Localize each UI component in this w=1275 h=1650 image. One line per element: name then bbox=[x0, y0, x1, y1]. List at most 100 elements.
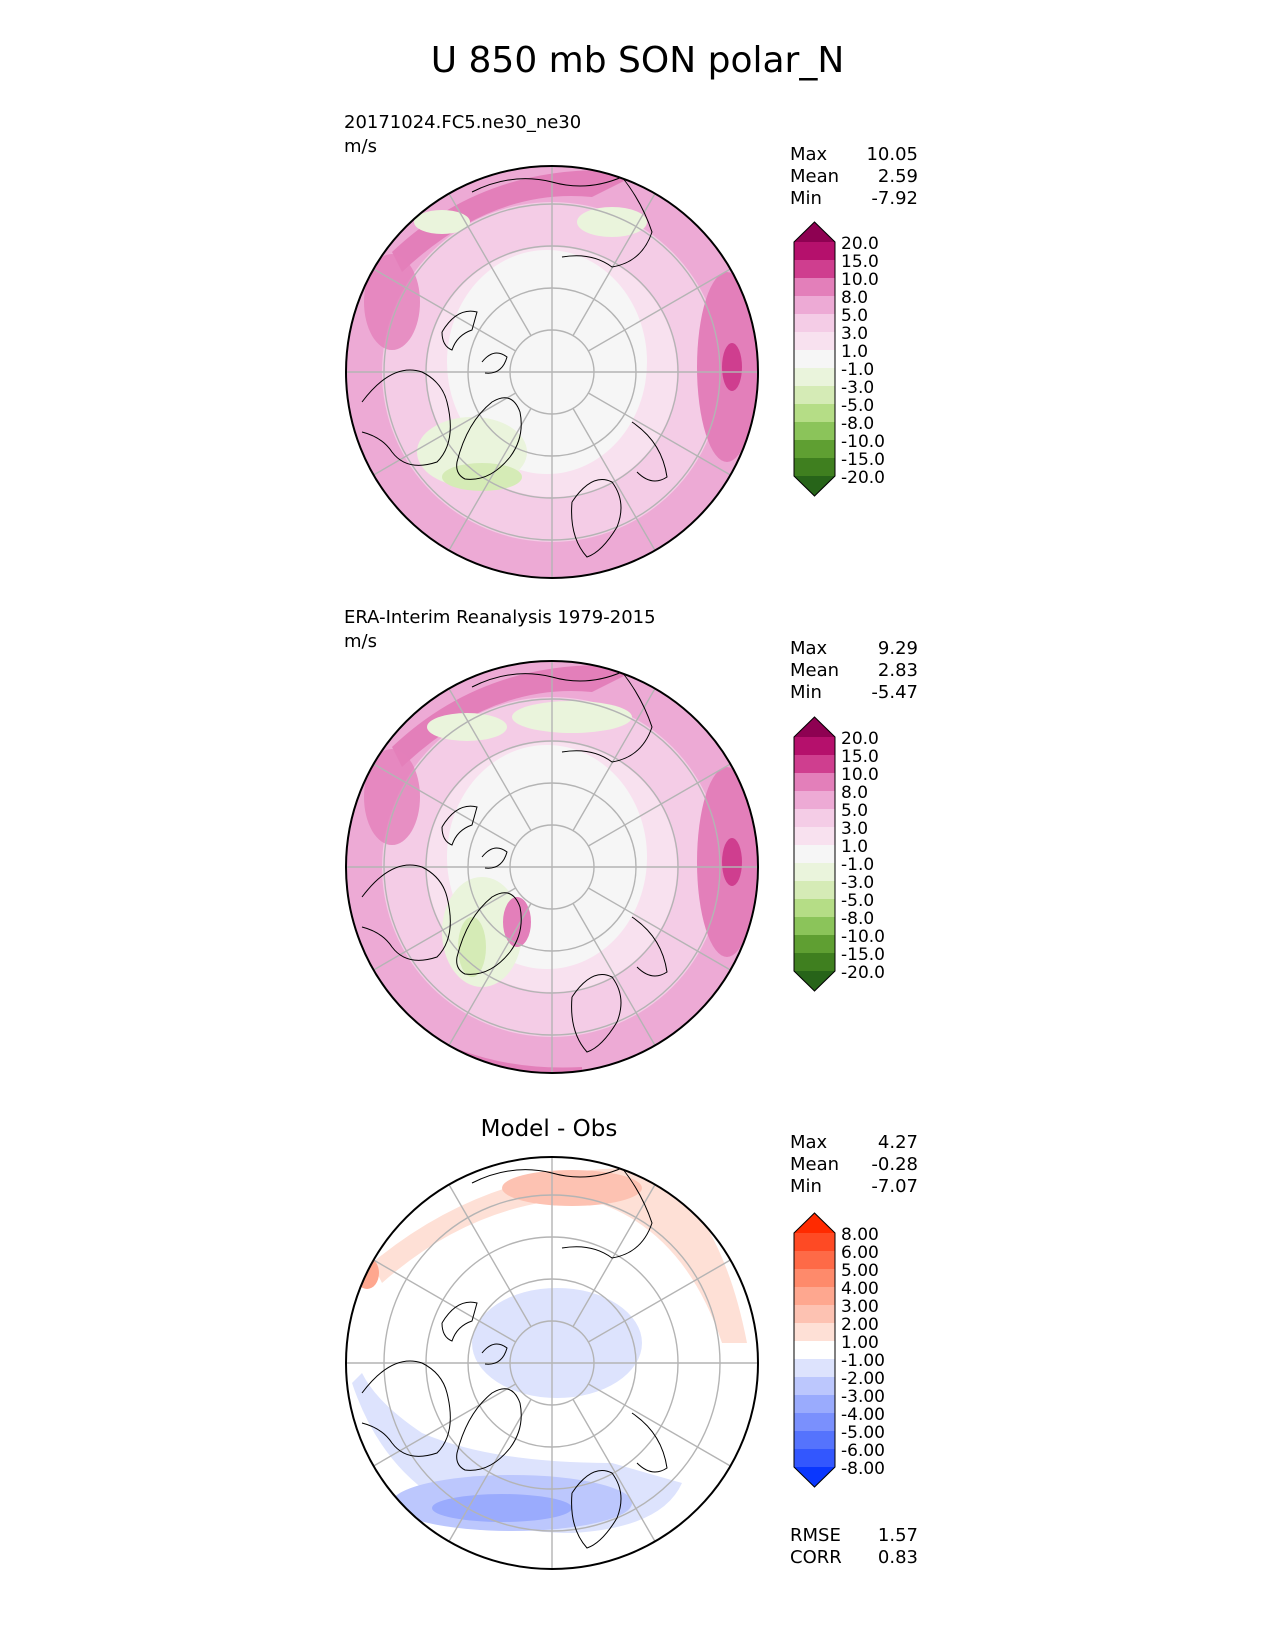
diff-neg-arctic bbox=[472, 1288, 642, 1398]
colorbar-segment bbox=[794, 314, 835, 332]
colorbar-outline bbox=[793, 221, 836, 497]
stat-value: -5.47 bbox=[871, 682, 918, 703]
colorbar-tick-label: -2.00 bbox=[841, 1369, 885, 1389]
colorbar-extend-max bbox=[794, 717, 835, 737]
coastline-scandinavia bbox=[571, 974, 622, 1053]
colorbar-tick-label: -8.0 bbox=[841, 909, 874, 929]
neg-greenland-core bbox=[458, 917, 486, 977]
meridian-line bbox=[588, 763, 731, 847]
colorbar-tick-label: 2.00 bbox=[841, 1315, 879, 1335]
colorbar-tick-label: -8.0 bbox=[841, 414, 874, 434]
panel2-units: m/s bbox=[344, 631, 377, 652]
colorbar-outline bbox=[793, 716, 836, 992]
main-title: U 850 mb SON polar_N bbox=[430, 40, 845, 81]
coastline-europe-east bbox=[631, 916, 668, 977]
stat-value: 2.83 bbox=[877, 660, 918, 681]
stat-value: -7.07 bbox=[871, 1176, 918, 1197]
colorbar-tick-label: -8.00 bbox=[841, 1459, 885, 1479]
colorbar-tick-label: 5.0 bbox=[841, 801, 868, 821]
colorbar-tick-label: 10.0 bbox=[841, 270, 879, 290]
meridian-line bbox=[373, 392, 516, 476]
colorbar-segment bbox=[794, 1395, 835, 1413]
colorbar-tick-label: -3.0 bbox=[841, 873, 874, 893]
jet-north bbox=[392, 169, 642, 272]
meridian-line bbox=[572, 193, 656, 336]
colorbar-tick-label: -10.0 bbox=[841, 927, 885, 947]
colorbar-segment bbox=[794, 458, 835, 476]
colorbar-segment bbox=[794, 881, 835, 899]
colorbar: 20.015.010.08.05.03.01.0-1.0-3.0-5.0-8.0… bbox=[793, 221, 885, 497]
coastline-greenland bbox=[456, 892, 522, 975]
colorbar-segment bbox=[794, 278, 835, 296]
colorbar-segment bbox=[794, 1233, 835, 1251]
colorbar-tick-label: -20.0 bbox=[841, 468, 885, 488]
colorbar-tick-label: -5.0 bbox=[841, 891, 874, 911]
coastline-arctic-islands bbox=[441, 310, 508, 374]
meridian-line bbox=[572, 688, 656, 831]
colorbar-tick-label: -3.0 bbox=[841, 378, 874, 398]
stat-label: Mean bbox=[790, 660, 840, 681]
meridian-line bbox=[448, 1184, 532, 1327]
metric-value: 0.83 bbox=[877, 1547, 918, 1568]
colorbar-tick-label: 8.0 bbox=[841, 288, 868, 308]
metric-value: 1.57 bbox=[877, 1525, 918, 1546]
stat-value: 2.59 bbox=[877, 166, 918, 187]
colorbar-segment bbox=[794, 1305, 835, 1323]
colorbar-segment bbox=[794, 296, 835, 314]
colorbar-segment bbox=[794, 386, 835, 404]
colorbar-tick-label: 15.0 bbox=[841, 747, 879, 767]
colorbar-segment bbox=[794, 791, 835, 809]
colorbar-tick-label: -15.0 bbox=[841, 450, 885, 470]
colorbar-tick-label: 20.0 bbox=[841, 234, 879, 254]
polar-map-1 bbox=[345, 165, 759, 579]
field-core-neutral bbox=[447, 250, 647, 474]
colorbar-segment bbox=[794, 755, 835, 773]
colorbar-segment bbox=[794, 1341, 835, 1359]
colorbar-segment bbox=[794, 953, 835, 971]
coastline-greenland bbox=[456, 1388, 522, 1471]
colorbar-tick-label: -10.0 bbox=[841, 432, 885, 452]
colorbar-segment bbox=[794, 332, 835, 350]
colorbar-tick-label: -6.00 bbox=[841, 1441, 885, 1461]
diff-pos-band bbox=[372, 1167, 747, 1343]
colorbar-extend-max bbox=[794, 222, 835, 242]
colorbar-segment bbox=[794, 1377, 835, 1395]
panel2-title: ERA-Interim Reanalysis 1979-2015 m/s bbox=[344, 606, 656, 654]
colorbar-extend-min bbox=[794, 971, 835, 991]
meridian-line bbox=[588, 1259, 731, 1343]
meridian-line bbox=[448, 1399, 532, 1542]
colorbar-segment bbox=[794, 773, 835, 791]
jet-west bbox=[364, 749, 420, 845]
polar-map-2 bbox=[345, 660, 759, 1074]
diff-neg-core-strong bbox=[432, 1494, 572, 1522]
colorbar-segment bbox=[794, 863, 835, 881]
colorbar-segment bbox=[794, 350, 835, 368]
coastline-europe-east bbox=[631, 421, 668, 482]
colorbar: 8.006.005.004.003.002.001.00-1.00-2.00-3… bbox=[793, 1212, 885, 1488]
meridian-line bbox=[448, 688, 532, 831]
colorbar-tick-label: -20.0 bbox=[841, 963, 885, 983]
panel3-metrics: RMSE 1.57 CORR 0.83 bbox=[790, 1525, 918, 1569]
neg-europe bbox=[427, 713, 507, 741]
meridian-line bbox=[448, 408, 532, 551]
metric-label: RMSE bbox=[790, 1525, 841, 1546]
diff-panel-title: Model - Obs bbox=[480, 1116, 618, 1142]
coastline-scandinavia bbox=[571, 1470, 622, 1549]
colorbar-segment bbox=[794, 845, 835, 863]
coastline-siberia bbox=[471, 1167, 653, 1259]
coastline-north-america bbox=[361, 369, 451, 466]
coastline-greenland bbox=[456, 397, 522, 480]
colorbar: 20.015.010.08.05.03.01.0-1.0-3.0-5.0-8.0… bbox=[793, 716, 885, 992]
colorbar-tick-label: -5.0 bbox=[841, 396, 874, 416]
metric-label: CORR bbox=[790, 1547, 842, 1568]
meridian-line bbox=[588, 268, 731, 352]
colorbar-tick-label: 1.0 bbox=[841, 342, 868, 362]
colorbar-tick-label: -4.00 bbox=[841, 1405, 885, 1425]
colorbar-tick-label: 6.00 bbox=[841, 1243, 879, 1263]
colorbar-segment bbox=[794, 368, 835, 386]
stat-label: Max bbox=[790, 638, 828, 659]
colorbar-extend-max bbox=[794, 1213, 835, 1233]
map-content bbox=[346, 1157, 758, 1569]
jet-east-core bbox=[722, 343, 742, 391]
